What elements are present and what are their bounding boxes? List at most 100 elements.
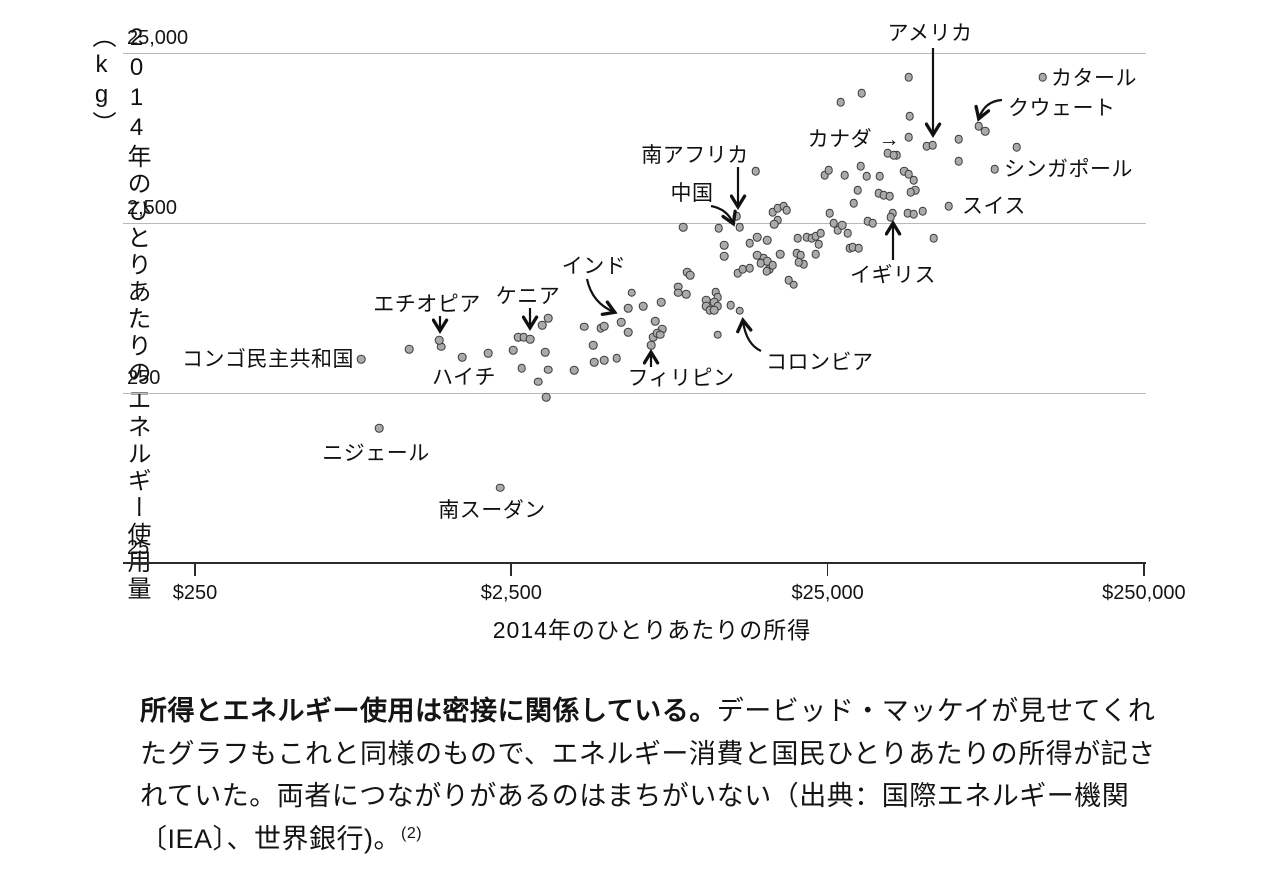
- country-label-kuwait: クウェート: [1008, 97, 1116, 120]
- data-point: [849, 198, 858, 208]
- data-point: [954, 156, 964, 166]
- caption-line1-rest: デービッド・マッケイが見せて: [716, 696, 1101, 726]
- data-point: [782, 205, 791, 215]
- data-point: [838, 220, 847, 230]
- data-point: [868, 218, 877, 228]
- data-point: [374, 423, 384, 433]
- x-tick-label: $25,000: [791, 582, 864, 604]
- data-point: [579, 322, 589, 332]
- data-point: [825, 208, 834, 218]
- country-label-haiti: ハイチ: [431, 366, 497, 389]
- country-label-philippines: フィリピン: [627, 367, 735, 390]
- data-point: [647, 340, 656, 350]
- data-point: [533, 377, 543, 387]
- y-tick-label: 2,500: [127, 196, 178, 219]
- data-point: [862, 171, 871, 181]
- gridline: [123, 52, 1146, 55]
- data-point: [710, 305, 719, 315]
- data-point: [537, 320, 547, 330]
- data-point: [657, 297, 666, 307]
- data-point: [990, 164, 999, 174]
- data-point: [612, 353, 621, 363]
- data-point: [756, 258, 765, 268]
- data-point: [357, 354, 366, 364]
- data-point: [776, 249, 785, 259]
- data-point: [405, 344, 414, 354]
- country-label-south-africa: 南アフリカ: [641, 144, 749, 167]
- data-point: [540, 347, 550, 357]
- data-point: [496, 483, 505, 493]
- data-point: [811, 249, 820, 259]
- data-point: [843, 228, 852, 238]
- data-point: [600, 355, 609, 365]
- data-point: [918, 206, 927, 216]
- figure-caption: 所得とエネルギー使用は密接に関係している。デービッド・マッケイが見せてくれたグラ…: [140, 690, 1160, 860]
- data-point: [627, 288, 636, 298]
- country-label-canada: カナダ →: [807, 128, 900, 151]
- data-point: [624, 327, 633, 337]
- data-point: [885, 191, 894, 201]
- data-point: [651, 316, 660, 326]
- data-point: [904, 72, 913, 82]
- country-arrow-kuwait: [974, 98, 1003, 122]
- data-point: [617, 317, 626, 327]
- data-point: [794, 257, 803, 267]
- data-point: [909, 209, 919, 219]
- data-point: [840, 170, 849, 180]
- country-label-qatar: カタール: [1051, 67, 1137, 90]
- data-point: [735, 306, 744, 315]
- data-point: [905, 111, 914, 121]
- y-axis-title: 2014年のひとりあたりのエネルギー使用量（kg）: [88, 24, 150, 603]
- data-point: [974, 121, 984, 131]
- data-point: [906, 187, 916, 197]
- data-point: [762, 266, 771, 276]
- gridline: [123, 222, 1146, 225]
- caption-line2: くれたグラフもこれと同様のもので、エネルギー消費と国民ひとりあたりの所: [140, 696, 1156, 769]
- data-point: [735, 222, 744, 232]
- data-point: [1012, 142, 1022, 152]
- caption-line3: 得が記されていた。両者につながりがあるのはまちがいない（出典：国際エネ: [140, 738, 1156, 812]
- data-point: [434, 335, 444, 345]
- data-point: [713, 330, 722, 340]
- data-point: [789, 280, 798, 290]
- caption-line4: ルギー機関〔IEA〕、世界銀行)。: [140, 781, 1130, 854]
- data-point: [624, 303, 633, 313]
- data-point: [745, 238, 755, 248]
- country-label-south-sudan: 南スーダン: [438, 499, 546, 522]
- caption-lead-bold: 所得とエネルギー使用は密接に関係している。: [140, 696, 717, 726]
- data-point: [763, 235, 772, 245]
- x-tick-mark: [194, 562, 196, 576]
- country-label-uk: イギリス: [850, 264, 936, 287]
- data-point: [714, 223, 723, 233]
- data-point: [816, 228, 826, 238]
- data-point: [886, 212, 895, 222]
- gridline: [123, 392, 1146, 395]
- data-point: [784, 275, 794, 285]
- data-point: [1038, 72, 1048, 82]
- data-point: [853, 185, 862, 195]
- country-label-niger: ニジェール: [322, 442, 430, 465]
- x-axis-title: 2014年のひとりあたりの所得: [492, 617, 812, 643]
- data-point: [768, 260, 777, 270]
- country-label-america: アメリカ: [887, 22, 973, 45]
- data-point: [679, 222, 688, 232]
- data-point: [525, 334, 535, 344]
- data-point: [954, 134, 964, 144]
- data-point: [542, 392, 551, 402]
- country-label-kenya: ケニア: [495, 285, 561, 308]
- data-point: [543, 365, 553, 375]
- y-tick-label: 25,000: [127, 26, 189, 49]
- y-tick-label: 250: [127, 366, 161, 389]
- data-point: [793, 233, 802, 243]
- data-point: [857, 88, 867, 98]
- data-point: [944, 201, 953, 211]
- data-point: [655, 330, 665, 340]
- data-point: [889, 150, 899, 160]
- country-label-dr-congo: コンゴ民主共和国: [182, 348, 354, 371]
- x-tick-mark: [826, 562, 829, 576]
- data-point: [753, 232, 762, 242]
- data-point: [517, 363, 527, 373]
- x-tick-label: $250,000: [1102, 582, 1186, 604]
- data-point: [509, 345, 518, 355]
